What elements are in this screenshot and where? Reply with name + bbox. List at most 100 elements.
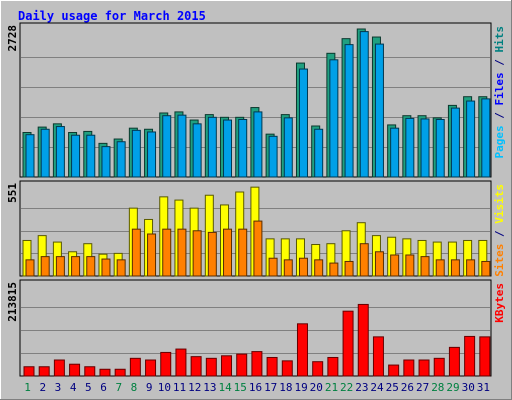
bar-sites-14 (223, 228, 233, 277)
day-label-17: 17 (264, 381, 277, 394)
bar-sites-27 (420, 256, 430, 277)
bar-kbytes-6 (99, 368, 111, 377)
day-label-11: 11 (173, 381, 186, 394)
bar-sites-6 (101, 258, 111, 277)
bar-sites-15 (238, 228, 248, 277)
max-label-top: 2728 (6, 25, 19, 52)
bar-sites-12 (192, 230, 202, 277)
day-label-10: 10 (158, 381, 171, 394)
day-label-9: 9 (146, 381, 153, 394)
day-label-16: 16 (249, 381, 262, 394)
bar-files-22 (344, 44, 354, 178)
bar-kbytes-16 (251, 351, 263, 377)
legend-part: Hits (493, 26, 506, 53)
bar-kbytes-18 (281, 360, 293, 377)
day-label-26: 26 (401, 381, 414, 394)
legend-label-top: Pages / Files / Hits (493, 26, 506, 159)
day-label-19: 19 (294, 381, 307, 394)
bar-kbytes-5 (84, 366, 96, 377)
bar-sites-10 (162, 228, 172, 277)
bar-files-15 (238, 118, 248, 178)
bar-kbytes-8 (129, 357, 141, 377)
bar-kbytes-13 (205, 357, 217, 377)
bar-sites-21 (329, 262, 339, 277)
bar-sites-9 (147, 233, 157, 277)
legend-part: Pages (493, 125, 506, 158)
day-label-18: 18 (279, 381, 292, 394)
legend-part: Visits (493, 184, 506, 224)
bar-kbytes-21 (327, 356, 339, 377)
bar-files-5 (86, 134, 96, 178)
bar-sites-17 (268, 257, 278, 277)
day-label-22: 22 (340, 381, 353, 394)
bar-files-17 (268, 135, 278, 178)
legend-part: / (493, 106, 506, 126)
bar-files-6 (101, 146, 111, 178)
bar-sites-29 (450, 259, 460, 277)
day-label-14: 14 (218, 381, 232, 394)
bar-files-21 (329, 59, 339, 178)
bar-files-31 (481, 98, 491, 178)
bar-kbytes-19 (296, 323, 308, 377)
bar-sites-19 (298, 257, 308, 277)
bar-files-7 (116, 141, 126, 178)
legend-label-mid: Sites / Visits (493, 184, 506, 277)
legend-part: / (493, 224, 506, 244)
bar-sites-22 (344, 260, 354, 277)
bar-files-23 (359, 31, 369, 178)
bar-kbytes-1 (23, 366, 35, 377)
bar-sites-26 (405, 254, 415, 277)
day-label-29: 29 (446, 381, 459, 394)
bar-sites-2 (40, 256, 50, 277)
bar-files-11 (177, 114, 187, 178)
bar-sites-30 (466, 259, 476, 277)
bar-kbytes-24 (372, 336, 384, 377)
legend-part: Sites (493, 244, 506, 277)
bar-sites-25 (390, 254, 400, 277)
bar-kbytes-30 (464, 335, 476, 377)
max-label-mid: 551 (6, 183, 19, 203)
bar-files-28 (435, 118, 445, 178)
bar-kbytes-25 (388, 364, 400, 377)
bar-kbytes-28 (433, 357, 445, 377)
bar-sites-3 (55, 256, 65, 277)
legend-part: Files (493, 72, 506, 105)
bar-kbytes-23 (357, 303, 369, 377)
bar-files-20 (314, 128, 324, 178)
bar-kbytes-12 (190, 356, 202, 377)
day-label-5: 5 (85, 381, 92, 394)
bar-files-24 (374, 43, 384, 178)
day-label-30: 30 (462, 381, 475, 394)
bar-files-14 (223, 119, 233, 178)
bar-kbytes-27 (418, 359, 430, 377)
bar-kbytes-3 (53, 359, 65, 377)
bar-files-13 (207, 116, 217, 178)
day-label-1: 1 (24, 381, 31, 394)
bar-sites-11 (177, 228, 187, 277)
day-label-27: 27 (416, 381, 429, 394)
bar-kbytes-9 (145, 359, 157, 377)
bar-files-12 (192, 123, 202, 178)
bar-sites-16 (253, 220, 263, 277)
bar-kbytes-22 (342, 310, 354, 377)
bar-files-19 (298, 68, 308, 178)
day-label-3: 3 (55, 381, 62, 394)
bar-files-9 (147, 131, 157, 178)
day-label-7: 7 (115, 381, 122, 394)
day-label-24: 24 (370, 381, 384, 394)
day-label-23: 23 (355, 381, 368, 394)
bar-kbytes-26 (403, 359, 415, 377)
day-label-4: 4 (70, 381, 77, 394)
max-label-bot: 213815 (6, 282, 19, 322)
bar-sites-5 (86, 256, 96, 277)
day-label-31: 31 (477, 381, 490, 394)
bar-sites-1 (25, 259, 35, 277)
day-label-12: 12 (188, 381, 201, 394)
bar-kbytes-31 (479, 336, 491, 377)
bar-sites-4 (71, 256, 81, 277)
day-label-21: 21 (325, 381, 338, 394)
bar-files-18 (283, 117, 293, 178)
bar-files-26 (405, 117, 415, 178)
